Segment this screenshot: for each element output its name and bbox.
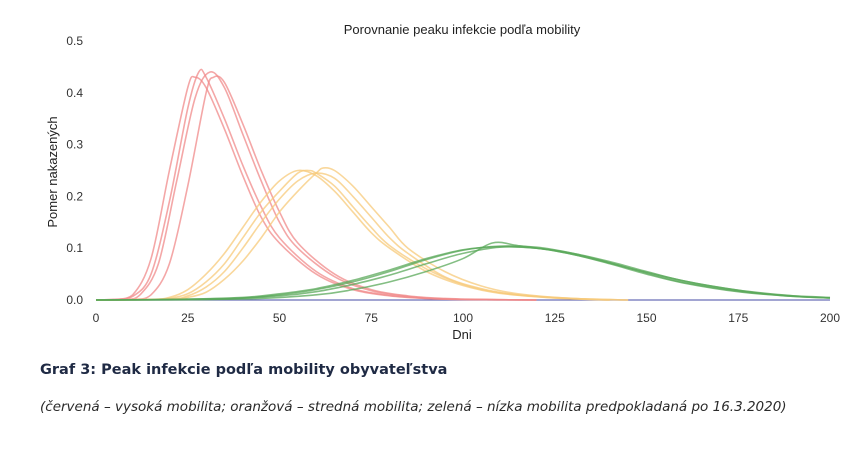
series-line-high-mobility	[95, 71, 537, 301]
infection-peak-chart: Porovnanie peaku infekcie podľa mobility…	[45, 22, 841, 342]
series-line-low-mobility	[95, 241, 831, 301]
series-line-high-mobility	[95, 75, 537, 301]
y-tick-label: 0.0	[66, 293, 83, 307]
y-tick-label: 0.5	[66, 34, 83, 48]
x-tick-label: 100	[453, 311, 473, 325]
series-line-high-mobility	[95, 68, 537, 301]
series-line-medium-mobility	[95, 172, 629, 301]
series-line-high-mobility	[95, 75, 537, 301]
x-tick-label: 175	[728, 311, 748, 325]
series-line-medium-mobility	[95, 166, 629, 301]
x-tick-label: 25	[181, 311, 195, 325]
y-tick-label: 0.3	[66, 138, 83, 152]
series-line-medium-mobility	[95, 169, 610, 301]
x-axis-label: Dni	[452, 327, 472, 342]
x-axis-ticks: 0 25 50 75 100 125 150 175 200	[93, 311, 841, 325]
x-tick-label: 200	[820, 311, 840, 325]
x-tick-label: 0	[93, 311, 100, 325]
y-tick-label: 0.4	[66, 86, 83, 100]
y-tick-label: 0.2	[66, 189, 83, 203]
chart-title: Porovnanie peaku infekcie podľa mobility	[344, 22, 581, 37]
x-tick-label: 125	[545, 311, 565, 325]
figure-caption: Graf 3: Peak infekcie podľa mobility oby…	[40, 362, 448, 378]
x-tick-label: 75	[365, 311, 379, 325]
y-axis-label: Pomer nakazených	[45, 116, 60, 227]
series-layer	[95, 68, 831, 301]
y-tick-label: 0.1	[66, 241, 83, 255]
x-tick-label: 150	[636, 311, 656, 325]
y-axis-ticks: 0.0 0.1 0.2 0.3 0.4 0.5	[66, 34, 83, 307]
figure-note: (červená – vysoká mobilita; oranžová – s…	[40, 399, 787, 415]
x-tick-label: 50	[273, 311, 287, 325]
